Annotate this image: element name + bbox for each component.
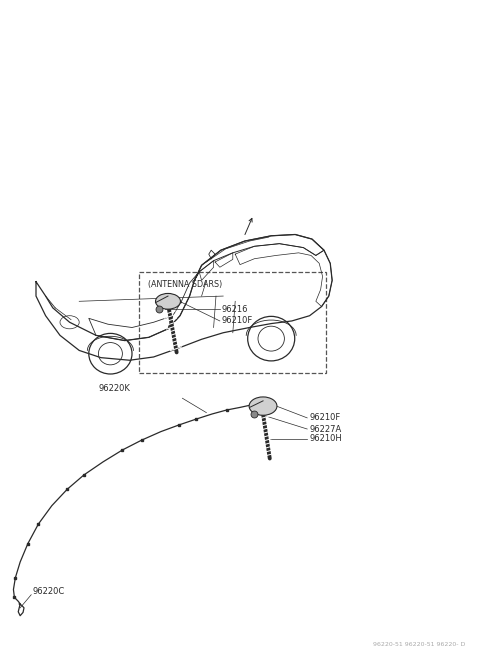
Text: 96220C: 96220C (33, 587, 65, 596)
Text: 96216: 96216 (222, 305, 248, 314)
Text: 96210F: 96210F (310, 413, 341, 422)
FancyBboxPatch shape (139, 272, 326, 373)
Text: (ANTENNA SDARS): (ANTENNA SDARS) (148, 280, 222, 289)
Text: 96220K: 96220K (98, 384, 130, 393)
Ellipse shape (249, 397, 277, 415)
Text: 96210F: 96210F (222, 316, 253, 326)
Text: 96220-51 96220-51 96220- D: 96220-51 96220-51 96220- D (373, 642, 466, 647)
Ellipse shape (156, 293, 180, 309)
Text: 96210H: 96210H (310, 434, 342, 443)
Text: 96227A: 96227A (310, 424, 342, 434)
